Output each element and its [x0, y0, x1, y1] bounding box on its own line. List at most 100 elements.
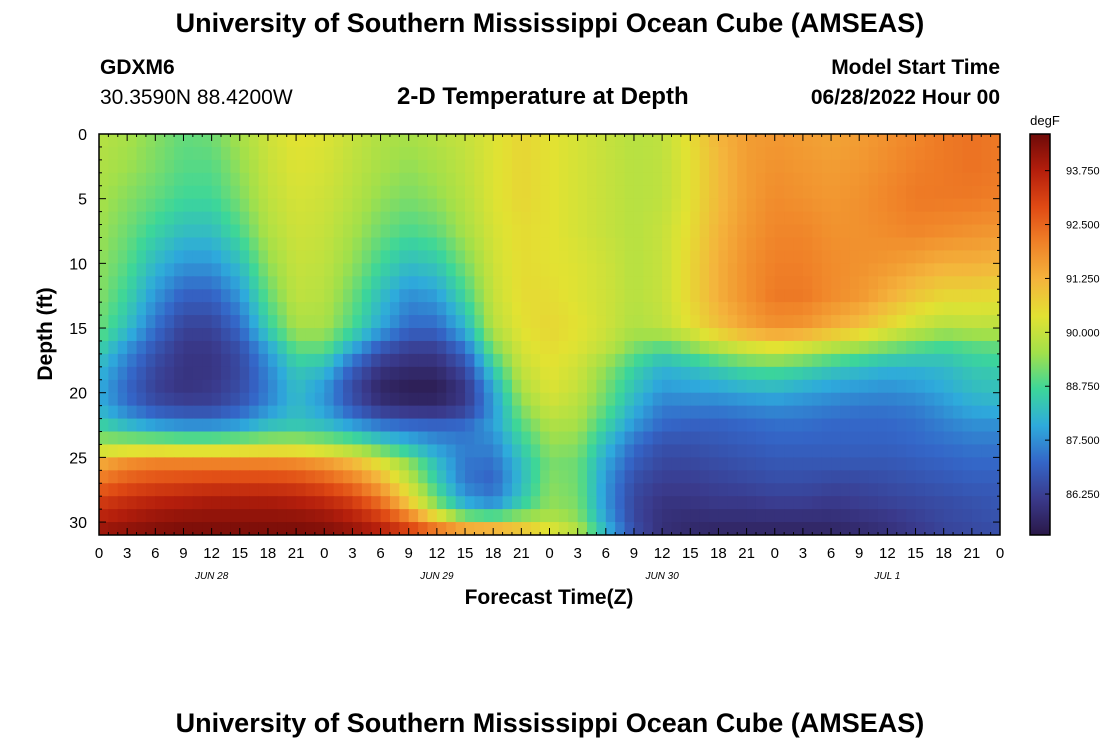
heatmap-cell [831, 340, 842, 355]
heatmap-cell [877, 483, 888, 497]
heatmap-cell [934, 237, 945, 252]
heatmap-cell [709, 353, 720, 368]
heatmap-cell [737, 302, 748, 316]
heatmap-cell [483, 134, 494, 148]
heatmap-cell [408, 237, 419, 252]
heatmap-cell [296, 146, 307, 161]
heatmap-cell [577, 418, 588, 433]
heatmap-cell [540, 250, 551, 264]
x-tick-label: 18 [710, 545, 727, 562]
heatmap-cell [418, 457, 429, 471]
heatmap-cell [399, 418, 410, 433]
heatmap-cell [558, 457, 569, 471]
heatmap-cell [596, 237, 607, 252]
heatmap-cell [981, 263, 992, 277]
heatmap-cell [183, 340, 194, 355]
heatmap-cell [211, 302, 222, 316]
heatmap-cell [474, 366, 485, 381]
heatmap-cell [239, 250, 250, 264]
x-tick-label: 9 [405, 545, 413, 562]
heatmap-cell [821, 522, 832, 535]
heatmap-cell [709, 315, 720, 329]
heatmap-cell [755, 315, 766, 329]
heatmap-cell [202, 263, 213, 277]
heatmap-cell [343, 198, 354, 213]
heatmap-cell [221, 263, 231, 277]
heatmap-cell [802, 276, 813, 290]
heatmap-cell [474, 379, 485, 394]
heatmap-cell [680, 302, 691, 316]
heatmap-cell [690, 444, 701, 458]
heatmap-cell [483, 509, 494, 523]
heatmap-cell [737, 315, 748, 329]
heatmap-cell [774, 418, 785, 433]
heatmap-cell [877, 250, 888, 264]
heatmap-cell [671, 496, 682, 510]
heatmap-cell [389, 185, 400, 200]
heatmap-cell [192, 289, 203, 303]
heatmap-cell [953, 185, 964, 200]
heatmap-cell [568, 431, 579, 446]
heatmap-cell [802, 237, 813, 252]
heatmap-cell [924, 509, 935, 523]
heatmap-cell [934, 289, 945, 303]
heatmap-cell [305, 185, 316, 200]
heatmap-cell [296, 340, 307, 355]
heatmap-cell [746, 276, 757, 290]
heatmap-cell [765, 185, 776, 200]
heatmap-cell [962, 522, 973, 535]
heatmap-cell [530, 315, 541, 329]
heatmap-cell [502, 185, 513, 200]
heatmap-cell [746, 134, 757, 148]
heatmap-cell [990, 146, 1000, 161]
heatmap-cell [446, 302, 457, 316]
heatmap-cell [221, 418, 231, 433]
heatmap-cell [511, 366, 522, 381]
heatmap-cell [277, 496, 288, 510]
heatmap-cell [784, 392, 795, 407]
heatmap-cell [793, 185, 804, 200]
heatmap-cell [408, 276, 419, 290]
heatmap-cell [155, 340, 166, 355]
heatmap-cell [465, 134, 476, 148]
heatmap-cell [521, 224, 532, 239]
heatmap-cell [436, 211, 447, 226]
heatmap-cell [624, 431, 635, 446]
heatmap-cell [615, 353, 626, 368]
heatmap-cell [906, 379, 917, 394]
heatmap-cell [774, 470, 785, 484]
heatmap-cell [690, 315, 701, 329]
heatmap-cell [859, 159, 870, 174]
heatmap-cell [671, 444, 682, 458]
heatmap-cell [230, 289, 241, 303]
heatmap-cell [380, 211, 391, 226]
heatmap-cell [324, 198, 335, 213]
x-tick-label: 15 [231, 545, 248, 562]
heatmap-cell [652, 366, 663, 381]
heatmap-cell [324, 379, 335, 394]
heatmap-cell [521, 172, 532, 187]
heatmap-cell [530, 211, 541, 226]
heatmap-cell [906, 470, 917, 484]
heatmap-cell [915, 289, 926, 303]
heatmap-cell [427, 418, 438, 433]
heatmap-cell [117, 392, 128, 407]
heatmap-cell [371, 276, 382, 290]
heatmap-cell [877, 431, 888, 446]
heatmap-cell [558, 198, 569, 213]
heatmap-cell [455, 392, 466, 407]
heatmap-cell [887, 496, 898, 510]
heatmap-cell [877, 159, 888, 174]
heatmap-cell [540, 289, 551, 303]
heatmap-cell [436, 392, 447, 407]
heatmap-cell [605, 366, 616, 381]
heatmap-cell [624, 366, 635, 381]
heatmap-cell [99, 328, 109, 342]
heatmap-cell [389, 146, 400, 161]
heatmap-cell [549, 509, 560, 523]
heatmap-cell [680, 250, 691, 264]
heatmap-cell [324, 470, 335, 484]
heatmap-cell [296, 289, 307, 303]
heatmap-cell [136, 340, 147, 355]
heatmap-cell [746, 250, 757, 264]
